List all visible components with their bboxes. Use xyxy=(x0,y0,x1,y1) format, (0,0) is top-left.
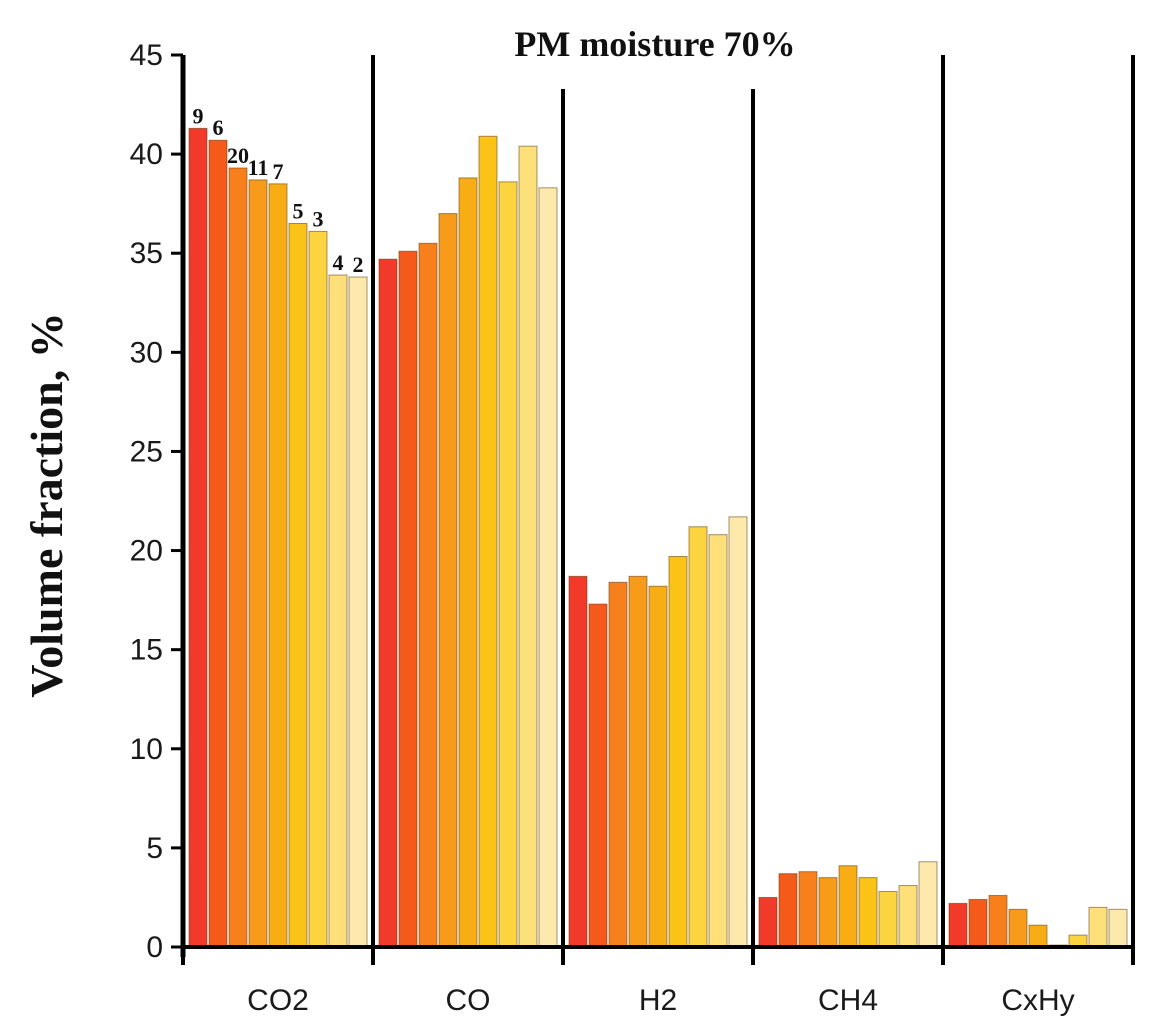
bar-co-series-11 xyxy=(438,213,458,948)
bar-co2-series-20 xyxy=(228,167,248,948)
y-tick-label: 5 xyxy=(146,832,163,865)
bar-label-series-7: 7 xyxy=(273,159,284,184)
bar-cxhy-series-6 xyxy=(968,898,988,948)
bars-group xyxy=(188,127,1128,948)
y-tick-label: 10 xyxy=(130,733,163,766)
bar-cxhy-series-2 xyxy=(1108,908,1128,948)
category-dividers xyxy=(181,55,1135,965)
y-tick-label: 45 xyxy=(130,39,163,72)
y-axis: 0 5 10 15 20 25 30 35 40 45 xyxy=(130,39,186,964)
bar-label-series-4: 4 xyxy=(333,250,344,275)
bar-h2-series-3 xyxy=(688,526,708,948)
bar-cxhy-series-11 xyxy=(1008,908,1028,948)
bar-cxhy-series-7 xyxy=(1028,924,1048,948)
y-tick-label: 40 xyxy=(130,138,163,171)
bar-ch4-series-20 xyxy=(798,871,818,948)
bar-co2-series-11 xyxy=(248,179,268,948)
bar-h2-series-20 xyxy=(608,581,628,948)
bar-label-series-20: 20 xyxy=(227,143,249,168)
y-tick-label: 35 xyxy=(130,237,163,270)
bar-label-series-11: 11 xyxy=(248,155,269,180)
x-tick-label-ch4: CH4 xyxy=(818,984,878,1017)
y-tick-label: 25 xyxy=(130,435,163,468)
bar-ch4-series-6 xyxy=(778,873,798,948)
x-tick-label-h2: H2 xyxy=(639,984,677,1017)
bar-ch4-series-9 xyxy=(758,896,778,948)
bar-h2-series-5 xyxy=(668,556,688,948)
bar-co-series-6 xyxy=(398,250,418,948)
x-tick-label-cxhy: CxHy xyxy=(1001,984,1074,1017)
bar-label-series-2: 2 xyxy=(353,252,364,277)
bar-co-series-9 xyxy=(378,258,398,948)
bar-co-series-7 xyxy=(458,177,478,948)
bar-label-series-6: 6 xyxy=(213,115,224,140)
bar-co-series-3 xyxy=(498,181,518,948)
x-tick-label-co: CO xyxy=(446,984,491,1017)
bar-co-series-20 xyxy=(418,242,438,948)
y-tick-label: 0 xyxy=(146,931,163,964)
bar-ch4-series-4 xyxy=(898,885,918,948)
bar-cxhy-series-4 xyxy=(1088,906,1108,948)
bar-co2-series-5 xyxy=(288,222,308,948)
bar-ch4-series-7 xyxy=(838,865,858,948)
bar-co2-series-2 xyxy=(348,276,368,948)
x-axis: CO2 CO H2 CH4 CxHy xyxy=(183,945,1133,1017)
bar-ch4-series-5 xyxy=(858,877,878,948)
bar-co2-series-4 xyxy=(328,274,348,948)
bar-label-series-3: 3 xyxy=(313,206,324,231)
bar-co2-series-6 xyxy=(208,139,228,948)
chart-title: PM moisture 70% xyxy=(514,24,795,64)
x-tick-label-co2: CO2 xyxy=(247,984,309,1017)
bar-h2-series-9 xyxy=(568,575,588,948)
bar-h2-series-11 xyxy=(628,575,648,948)
bar-ch4-series-11 xyxy=(818,877,838,948)
bar-co-series-4 xyxy=(518,145,538,948)
bar-cxhy-series-20 xyxy=(988,894,1008,948)
bar-h2-series-7 xyxy=(648,585,668,948)
y-tick-label: 20 xyxy=(130,535,163,568)
y-axis-label: Volume fraction, % xyxy=(21,312,72,697)
bar-ch4-series-2 xyxy=(918,861,938,948)
bar-label-series-9: 9 xyxy=(193,103,204,128)
bar-co2-series-9 xyxy=(188,127,208,948)
bar-co2-series-3 xyxy=(308,230,328,948)
bar-h2-series-6 xyxy=(588,603,608,948)
bar-label-series-5: 5 xyxy=(293,198,304,223)
bar-h2-series-2 xyxy=(728,516,748,948)
bar-co2-series-7 xyxy=(268,183,288,948)
bar-h2-series-4 xyxy=(708,534,728,948)
bar-co-series-2 xyxy=(538,187,558,948)
bar-cxhy-series-9 xyxy=(948,902,968,948)
bar-ch4-series-3 xyxy=(878,890,898,948)
y-tick-label: 30 xyxy=(130,336,163,369)
y-tick-label: 15 xyxy=(130,634,163,667)
bar-co-series-5 xyxy=(478,135,498,948)
